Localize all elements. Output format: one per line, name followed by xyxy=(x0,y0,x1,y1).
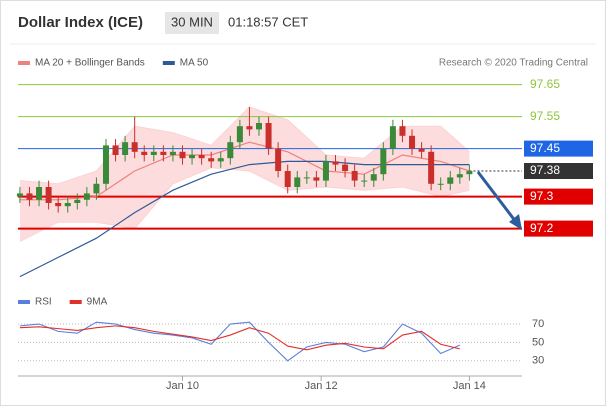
level-label: 97.55 xyxy=(530,109,560,123)
candle-body xyxy=(447,177,454,184)
candle-body xyxy=(437,183,444,185)
candle-body xyxy=(332,161,339,165)
x-tick-label: Jan 12 xyxy=(305,380,338,392)
timeframe[interactable]: 30 MIN xyxy=(171,14,213,29)
candle-body xyxy=(189,155,196,159)
y-tick-label: 50 xyxy=(532,336,544,348)
candle-body xyxy=(284,171,291,187)
candle-body xyxy=(102,145,109,184)
x-tick-label: Jan 10 xyxy=(166,380,199,392)
candle-body xyxy=(418,148,425,152)
chart-title: Dollar Index (ICE) xyxy=(18,14,143,31)
y-tick-label: 70 xyxy=(532,318,544,330)
candle-body xyxy=(351,171,358,181)
candle-body xyxy=(456,174,463,178)
candle-body xyxy=(112,145,119,155)
source: Research © 2020 Trading Central xyxy=(439,58,588,69)
candle-body xyxy=(389,126,396,149)
candle-body xyxy=(55,203,62,207)
x-tick-label: Jan 14 xyxy=(453,380,486,392)
rsi-line xyxy=(19,325,460,351)
candle-body xyxy=(428,151,435,184)
candle-body xyxy=(227,142,234,159)
legend-label: MA 50 xyxy=(180,58,209,69)
level-badge xyxy=(524,188,593,205)
candle-body xyxy=(246,126,253,130)
timeframe-badge[interactable] xyxy=(165,12,219,34)
level-label: 97.2 xyxy=(530,221,554,235)
candle-body xyxy=(313,177,320,181)
candle-body xyxy=(150,151,157,155)
candle-body xyxy=(122,142,129,155)
legend-label: MA 20 + Bollinger Bands xyxy=(35,58,145,69)
level-label: 97.45 xyxy=(530,141,560,155)
candle-body xyxy=(322,161,329,181)
legend-swatch xyxy=(18,61,30,65)
rsi-line xyxy=(19,321,461,362)
candle-body xyxy=(294,177,301,187)
candle-body xyxy=(169,151,176,155)
candle-body xyxy=(16,193,23,197)
candle-body xyxy=(275,148,282,171)
legend-label: RSI xyxy=(35,297,52,308)
candle-body xyxy=(208,158,215,162)
legend-swatch xyxy=(69,300,82,304)
candle-body xyxy=(342,164,349,171)
candle-body xyxy=(380,148,387,175)
moving-average xyxy=(19,160,470,278)
candle-body xyxy=(160,151,167,155)
legend-swatch xyxy=(162,61,175,65)
candle-body xyxy=(198,155,205,159)
level-badge xyxy=(524,140,593,157)
arrow xyxy=(476,171,518,223)
candle-body xyxy=(179,151,186,159)
level-label: 97.3 xyxy=(530,189,554,203)
arrow-head xyxy=(509,214,522,230)
candle-body xyxy=(409,135,416,149)
bollinger-band xyxy=(19,107,470,242)
candle-body xyxy=(303,177,310,179)
band-edge xyxy=(19,167,470,242)
level-label: 97.38 xyxy=(530,163,560,177)
candle-body xyxy=(256,123,263,130)
candle-body xyxy=(83,193,90,200)
candle-body xyxy=(265,123,272,149)
candle-body xyxy=(93,183,100,194)
candle-body xyxy=(64,203,71,207)
candle-body xyxy=(236,126,243,143)
time: 01:18:57 CET xyxy=(228,14,308,29)
legend-swatch xyxy=(18,300,30,304)
candle-body xyxy=(36,187,43,200)
candle-body xyxy=(370,174,377,181)
level-label: 97.65 xyxy=(530,77,560,91)
y-tick-label: 30 xyxy=(532,355,544,367)
candle-body xyxy=(45,187,52,203)
candle-body xyxy=(141,151,148,155)
candle-body xyxy=(466,171,473,175)
candle-body xyxy=(26,193,33,200)
candle-body xyxy=(361,180,368,182)
candle-body xyxy=(399,126,406,136)
level-badge xyxy=(524,220,593,237)
candle-body xyxy=(131,142,138,152)
legend-label: 9MA xyxy=(87,297,108,308)
candle-body xyxy=(74,199,81,203)
level-badge xyxy=(524,163,593,179)
candle-body xyxy=(217,158,224,162)
